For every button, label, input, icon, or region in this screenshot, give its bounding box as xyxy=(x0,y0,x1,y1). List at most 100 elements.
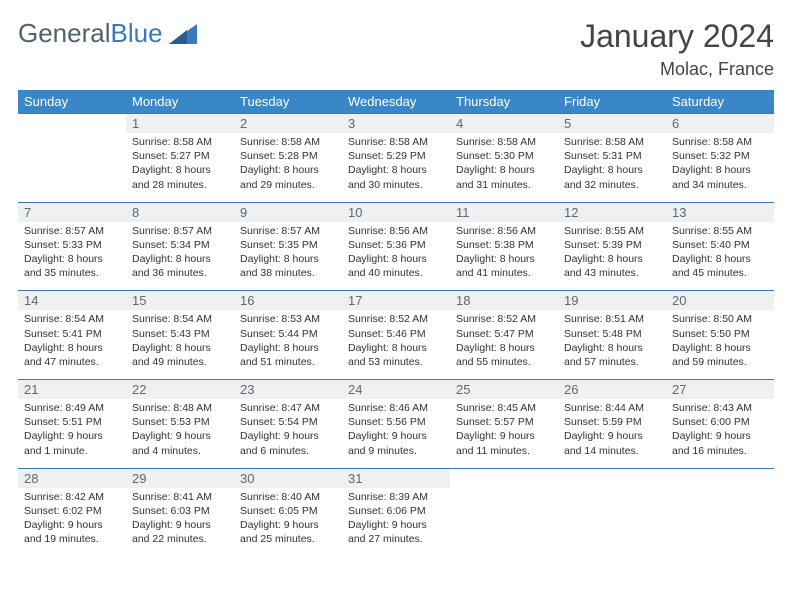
sunrise-text: Sunrise: 8:53 AM xyxy=(240,312,336,326)
day-content-cell: Sunrise: 8:54 AMSunset: 5:43 PMDaylight:… xyxy=(126,310,234,379)
day1-text: Daylight: 8 hours xyxy=(240,341,336,355)
day1-text: Daylight: 8 hours xyxy=(24,341,120,355)
sunset-text: Sunset: 5:33 PM xyxy=(24,238,120,252)
day1-text: Daylight: 8 hours xyxy=(132,252,228,266)
day1-text: Daylight: 8 hours xyxy=(564,252,660,266)
sunrise-text: Sunrise: 8:57 AM xyxy=(240,224,336,238)
day-of-week-row: Sunday Monday Tuesday Wednesday Thursday… xyxy=(18,90,774,114)
day-number-cell: 27 xyxy=(666,380,774,400)
day-content-cell: Sunrise: 8:52 AMSunset: 5:47 PMDaylight:… xyxy=(450,310,558,379)
dow-sunday: Sunday xyxy=(18,90,126,114)
sunset-text: Sunset: 5:51 PM xyxy=(24,415,120,429)
calendar-table: Sunday Monday Tuesday Wednesday Thursday… xyxy=(18,90,774,556)
sunrise-text: Sunrise: 8:54 AM xyxy=(24,312,120,326)
sunrise-text: Sunrise: 8:45 AM xyxy=(456,401,552,415)
dow-friday: Friday xyxy=(558,90,666,114)
logo-triangle-icon xyxy=(169,24,197,44)
day1-text: Daylight: 9 hours xyxy=(132,429,228,443)
calendar-body: 123456Sunrise: 8:58 AMSunset: 5:27 PMDay… xyxy=(18,114,774,557)
day1-text: Daylight: 8 hours xyxy=(672,163,768,177)
day-number-cell: 24 xyxy=(342,380,450,400)
day2-text: and 41 minutes. xyxy=(456,266,552,280)
sunset-text: Sunset: 5:54 PM xyxy=(240,415,336,429)
sunset-text: Sunset: 5:36 PM xyxy=(348,238,444,252)
day-number-row: 21222324252627 xyxy=(18,380,774,400)
day1-text: Daylight: 8 hours xyxy=(240,252,336,266)
day-content-cell: Sunrise: 8:54 AMSunset: 5:41 PMDaylight:… xyxy=(18,310,126,379)
day-content-cell: Sunrise: 8:58 AMSunset: 5:28 PMDaylight:… xyxy=(234,133,342,202)
day-content-cell xyxy=(450,488,558,557)
day1-text: Daylight: 8 hours xyxy=(564,163,660,177)
day-number-cell: 29 xyxy=(126,468,234,488)
day-content-cell: Sunrise: 8:40 AMSunset: 6:05 PMDaylight:… xyxy=(234,488,342,557)
sunrise-text: Sunrise: 8:54 AM xyxy=(132,312,228,326)
sunrise-text: Sunrise: 8:46 AM xyxy=(348,401,444,415)
sunset-text: Sunset: 5:43 PM xyxy=(132,327,228,341)
day1-text: Daylight: 8 hours xyxy=(240,163,336,177)
day-number-cell: 13 xyxy=(666,202,774,222)
sunset-text: Sunset: 5:48 PM xyxy=(564,327,660,341)
day-number-cell: 3 xyxy=(342,114,450,134)
day1-text: Daylight: 8 hours xyxy=(456,163,552,177)
day-number-cell: 17 xyxy=(342,291,450,311)
day2-text: and 35 minutes. xyxy=(24,266,120,280)
day2-text: and 59 minutes. xyxy=(672,355,768,369)
day2-text: and 40 minutes. xyxy=(348,266,444,280)
day-content-cell: Sunrise: 8:42 AMSunset: 6:02 PMDaylight:… xyxy=(18,488,126,557)
day1-text: Daylight: 9 hours xyxy=(348,429,444,443)
sunset-text: Sunset: 5:31 PM xyxy=(564,149,660,163)
day-number-cell: 26 xyxy=(558,380,666,400)
sunrise-text: Sunrise: 8:51 AM xyxy=(564,312,660,326)
day-content-cell: Sunrise: 8:51 AMSunset: 5:48 PMDaylight:… xyxy=(558,310,666,379)
day-number-cell: 20 xyxy=(666,291,774,311)
day-content-cell: Sunrise: 8:57 AMSunset: 5:34 PMDaylight:… xyxy=(126,222,234,291)
day-number-cell: 12 xyxy=(558,202,666,222)
day-content-cell: Sunrise: 8:52 AMSunset: 5:46 PMDaylight:… xyxy=(342,310,450,379)
day2-text: and 22 minutes. xyxy=(132,532,228,546)
sunset-text: Sunset: 6:02 PM xyxy=(24,504,120,518)
sunrise-text: Sunrise: 8:42 AM xyxy=(24,490,120,504)
day-content-cell: Sunrise: 8:58 AMSunset: 5:27 PMDaylight:… xyxy=(126,133,234,202)
day-content-cell: Sunrise: 8:58 AMSunset: 5:32 PMDaylight:… xyxy=(666,133,774,202)
day-number-cell: 4 xyxy=(450,114,558,134)
sunset-text: Sunset: 5:53 PM xyxy=(132,415,228,429)
day-number-cell xyxy=(450,468,558,488)
day1-text: Daylight: 8 hours xyxy=(132,163,228,177)
day1-text: Daylight: 9 hours xyxy=(456,429,552,443)
day-number-cell: 1 xyxy=(126,114,234,134)
day1-text: Daylight: 9 hours xyxy=(348,518,444,532)
day-content-cell: Sunrise: 8:43 AMSunset: 6:00 PMDaylight:… xyxy=(666,399,774,468)
day-number-cell: 7 xyxy=(18,202,126,222)
sunrise-text: Sunrise: 8:55 AM xyxy=(672,224,768,238)
sunrise-text: Sunrise: 8:44 AM xyxy=(564,401,660,415)
sunrise-text: Sunrise: 8:58 AM xyxy=(132,135,228,149)
day-number-cell: 28 xyxy=(18,468,126,488)
day-number-cell: 25 xyxy=(450,380,558,400)
sunrise-text: Sunrise: 8:56 AM xyxy=(348,224,444,238)
day1-text: Daylight: 9 hours xyxy=(240,518,336,532)
dow-thursday: Thursday xyxy=(450,90,558,114)
day-content-row: Sunrise: 8:58 AMSunset: 5:27 PMDaylight:… xyxy=(18,133,774,202)
day-content-cell: Sunrise: 8:57 AMSunset: 5:33 PMDaylight:… xyxy=(18,222,126,291)
day-content-row: Sunrise: 8:57 AM Sunset: 5:33 PM Daylight:… xyxy=(18,222,774,291)
day-number-row: 123456 xyxy=(18,114,774,134)
day-content-cell: Sunrise: 8:39 AMSunset: 6:06 PMDaylight:… xyxy=(342,488,450,557)
day-content-cell: Sunrise: 8:55 AMSunset: 5:40 PMDaylight:… xyxy=(666,222,774,291)
day2-text: and 32 minutes. xyxy=(564,178,660,192)
sunset-text: Sunset: 6:06 PM xyxy=(348,504,444,518)
day-content-cell: Sunrise: 8:41 AMSunset: 6:03 PMDaylight:… xyxy=(126,488,234,557)
header: GeneralBlue January 2024 Molac, France xyxy=(18,18,774,80)
day2-text: and 30 minutes. xyxy=(348,178,444,192)
day-content-cell: Sunrise: 8:58 AMSunset: 5:31 PMDaylight:… xyxy=(558,133,666,202)
day2-text: and 25 minutes. xyxy=(240,532,336,546)
sunset-text: Sunset: 6:00 PM xyxy=(672,415,768,429)
day1-text: Daylight: 8 hours xyxy=(348,252,444,266)
day-number-cell: 30 xyxy=(234,468,342,488)
day2-text: and 16 minutes. xyxy=(672,444,768,458)
day-number-row: 78910111213 xyxy=(18,202,774,222)
day2-text: and 47 minutes. xyxy=(24,355,120,369)
day-content-cell: Sunrise: 8:56 AMSunset: 5:38 PMDaylight:… xyxy=(450,222,558,291)
day-number-cell xyxy=(558,468,666,488)
day-number-cell: 31 xyxy=(342,468,450,488)
day-number-cell: 6 xyxy=(666,114,774,134)
